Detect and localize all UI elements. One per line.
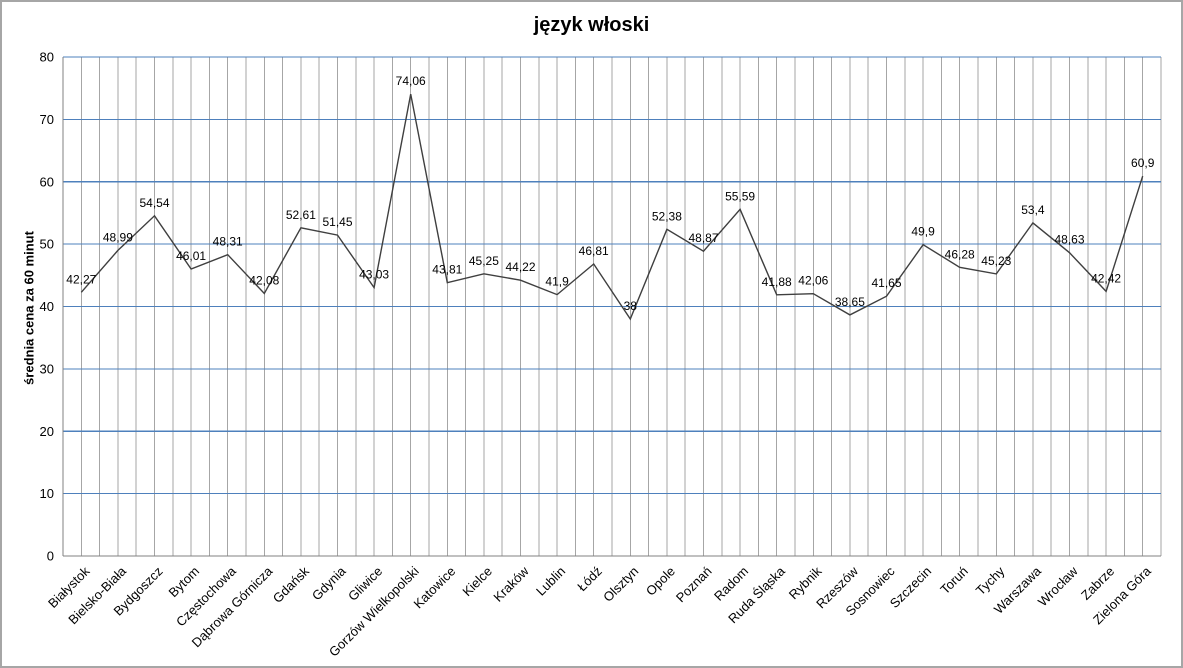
data-label: 53,4 [1021,203,1045,217]
data-label: 45,25 [469,254,499,268]
y-tick-label: 80 [40,50,54,65]
x-tick-label: Gdynia [309,563,349,603]
data-label: 54,54 [139,196,169,210]
x-tick-label: Kraków [490,563,532,605]
data-label: 42,08 [249,274,279,288]
data-label: 41,9 [545,275,569,289]
data-label: 49,9 [911,225,935,239]
chart-title: język włoski [533,14,650,36]
data-label: 48,31 [213,235,243,249]
data-label: 42,06 [798,274,828,288]
data-label: 48,63 [1054,233,1084,247]
data-label: 42,42 [1091,271,1121,285]
x-tick-label: Łódź [574,564,605,595]
data-label: 38,65 [835,295,865,309]
y-tick-label: 30 [40,361,54,376]
x-tick-label: Poznań [673,564,715,606]
data-label: 52,61 [286,208,316,222]
series-line [80,93,1144,321]
data-label: 51,45 [322,215,352,229]
x-tick-label: Olsztyn [600,564,641,605]
data-label: 43,81 [432,263,462,277]
data-label: 55,59 [725,189,755,203]
data-label: 52,38 [652,209,682,223]
data-label: 41,65 [871,276,901,290]
y-tick-label: 0 [47,549,54,564]
y-tick-label: 10 [40,486,54,501]
x-tick-label: Toruń [937,564,971,598]
data-label: 74,06 [396,74,426,88]
x-tick-label: Lublin [533,564,568,599]
data-label: 46,28 [945,247,975,261]
data-label: 45,23 [981,254,1011,268]
data-label: 42,27 [66,272,96,286]
data-label: 41,88 [762,275,792,289]
y-tick-label: 70 [40,112,54,127]
x-tick-label: Gdańsk [270,563,313,606]
data-label: 43,03 [359,268,389,282]
data-label: 48,87 [688,231,718,245]
y-tick-label: 40 [40,299,54,314]
x-tick-label: Tychy [973,563,1008,598]
data-label: 44,22 [505,260,535,274]
data-label: 60,9 [1131,156,1155,170]
data-label: 46,01 [176,249,206,263]
y-tick-label: 20 [40,424,54,439]
y-tick-label: 60 [40,174,54,189]
data-label: 48,99 [103,230,133,244]
data-label: 38 [624,299,638,313]
x-tick-label: Wrocław [1035,563,1081,609]
y-tick-label: 50 [40,237,54,252]
data-label: 46,81 [579,244,609,258]
